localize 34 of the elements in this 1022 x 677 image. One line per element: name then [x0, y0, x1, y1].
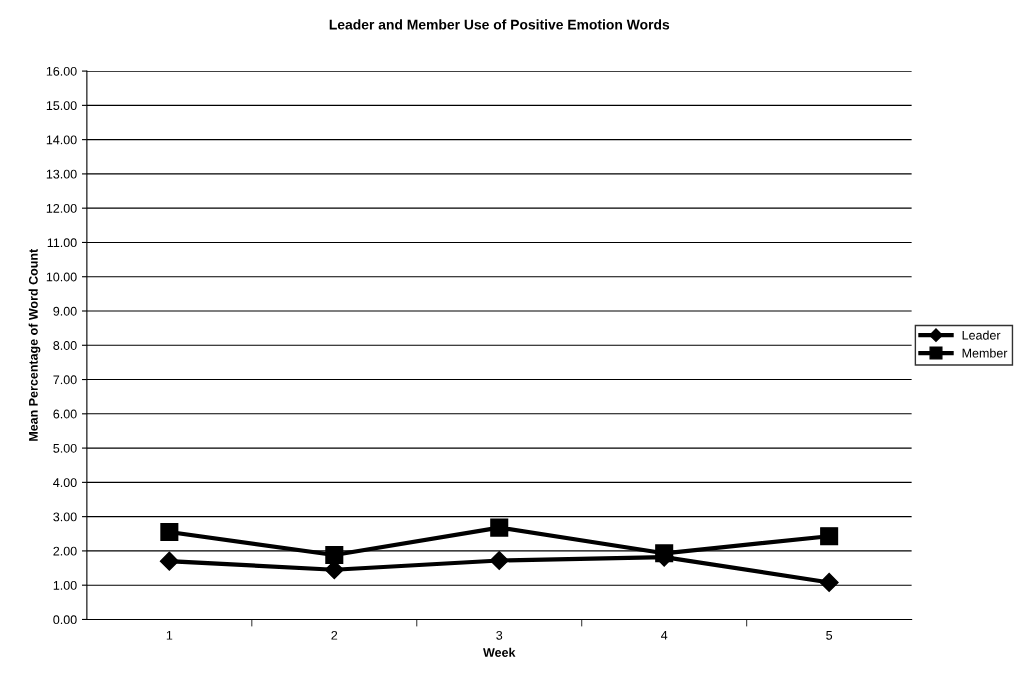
x-tick-label: 1 [166, 631, 173, 640]
point [820, 527, 839, 546]
y-axis-title: Mean Percentage of Word Count [28, 248, 41, 441]
point [159, 551, 179, 571]
point [490, 518, 509, 537]
point [819, 572, 839, 592]
y-tick-label: 1.00 [53, 580, 77, 590]
x-tick-label: 2 [331, 630, 338, 640]
y-tick-label: 14.00 [46, 135, 77, 145]
y-tick-label: 8.00 [53, 341, 77, 350]
y-tick-label: 3.00 [53, 512, 77, 522]
y-tick-label: 9.00 [53, 306, 77, 316]
y-tick-label: 5.00 [53, 443, 77, 453]
legend-label: Member [962, 348, 1008, 358]
x-tick-label: 3 [496, 630, 503, 640]
chart-title: Leader and Member Use of Positive Emotion Words [329, 19, 670, 30]
x-axis-title: Week [483, 647, 516, 657]
y-tick-label: 4.00 [53, 478, 77, 488]
legend-label: Leader [962, 330, 1001, 340]
point [325, 545, 344, 565]
point [489, 550, 509, 571]
x-tick-label: 4 [661, 631, 668, 640]
y-tick-label: 12.00 [46, 203, 77, 213]
y-tick-label: 6.00 [53, 409, 77, 419]
y-tick-label: 11.00 [47, 238, 77, 248]
y-tick-label: 15.00 [46, 101, 77, 111]
y-tick-label: 2.00 [53, 546, 77, 556]
y-tick-label: 13.00 [46, 169, 77, 179]
point [160, 523, 179, 542]
y-tick-label: 0.00 [53, 615, 77, 625]
y-tick-label: 7.00 [53, 375, 77, 385]
y-tick-label: 10.00 [46, 272, 77, 282]
x-tick-label: 5 [826, 631, 833, 640]
y-tick-label: 16.00 [46, 66, 77, 76]
